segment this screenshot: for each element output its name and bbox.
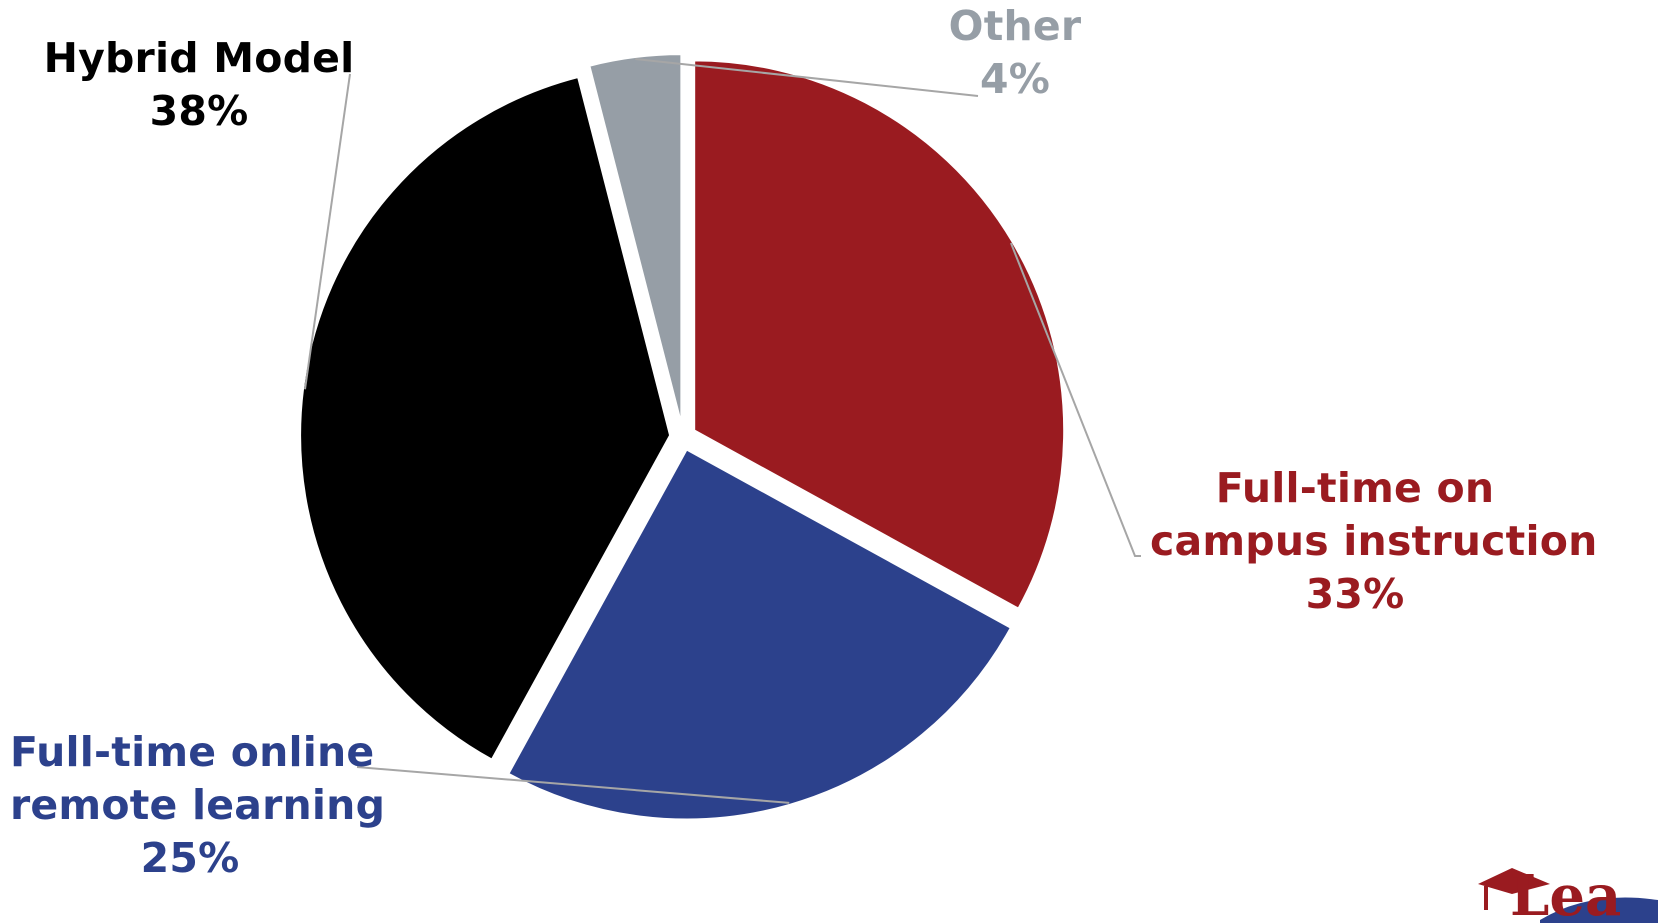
label-line: Full-time online: [10, 728, 375, 776]
graduation-cap-icon: [1478, 868, 1658, 923]
label-value: 33%: [1305, 570, 1405, 618]
pie-slice-hybrid-model: [299, 75, 672, 761]
label-line: campus instruction: [1150, 517, 1598, 565]
leader-line: [635, 58, 979, 97]
logo-text: Lea: [1510, 863, 1622, 923]
label-other: Other 4%: [915, 0, 1115, 106]
pie-slice-full-time-online-remote-learning: [507, 448, 1013, 821]
brand-logo: Lea: [1470, 860, 1658, 923]
leader-line: [304, 73, 351, 390]
label-value: 25%: [140, 834, 240, 882]
leader-line: [356, 766, 790, 804]
pie-slice-other: [588, 53, 683, 425]
label-line: Hybrid Model: [43, 34, 355, 82]
label-value: 4%: [979, 55, 1050, 103]
leader-line: [1010, 242, 1141, 557]
label-value: 38%: [149, 87, 249, 135]
label-hybrid-model: Hybrid Model 38%: [40, 32, 358, 138]
label-line: Full-time on: [1215, 464, 1495, 512]
pie-slice-full-time-on-campus-instruction: [693, 59, 1066, 610]
label-full-time-on-campus: Full-time on campus instruction 33%: [1150, 462, 1598, 621]
label-full-time-online: Full-time online remote learning 25%: [10, 726, 386, 885]
label-line: remote learning: [10, 781, 386, 829]
label-line: Other: [948, 2, 1082, 50]
